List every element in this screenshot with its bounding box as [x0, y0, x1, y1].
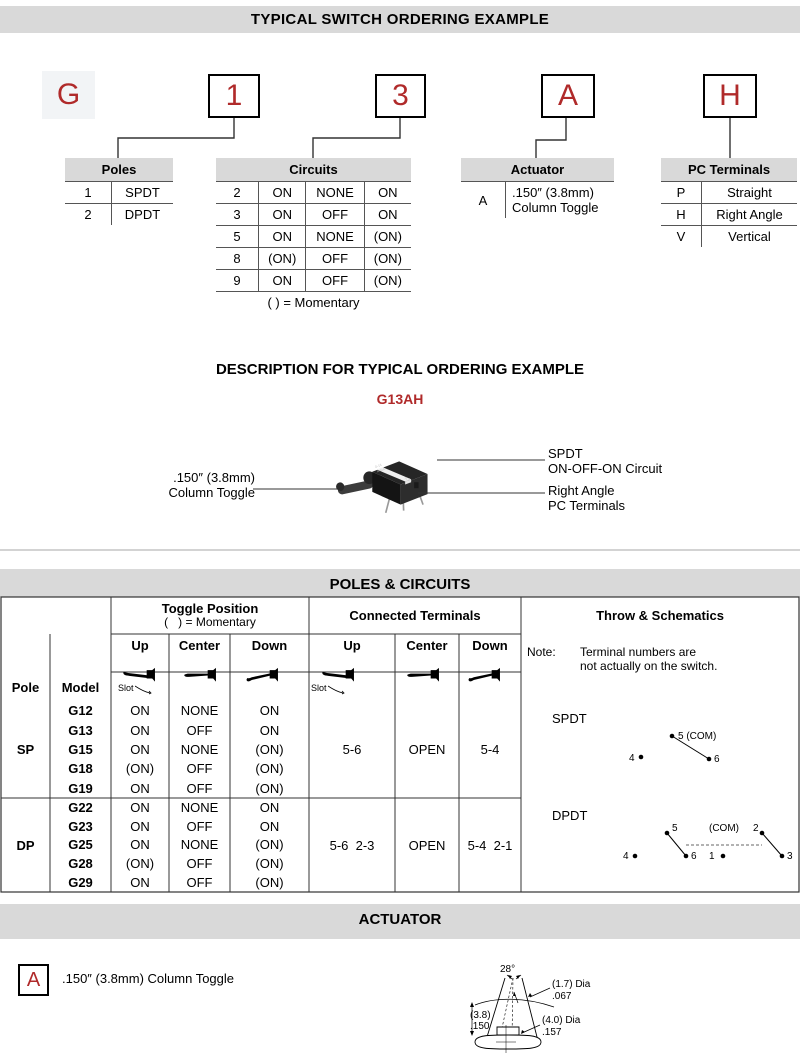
- svg-text:5: 5: [672, 823, 678, 834]
- svg-text:(4.0) Dia: (4.0) Dia: [542, 1015, 581, 1026]
- svg-text:6: 6: [691, 851, 697, 862]
- svg-text:6: 6: [714, 754, 720, 765]
- svg-text:(1.7) Dia: (1.7) Dia: [552, 979, 591, 990]
- svg-text:(COM): (COM): [709, 823, 739, 834]
- svg-text:(3.8): (3.8): [470, 1010, 491, 1021]
- svg-text:.157: .157: [542, 1027, 562, 1038]
- svg-text:.067: .067: [552, 991, 572, 1002]
- svg-text:4: 4: [623, 851, 629, 862]
- svg-text:3: 3: [787, 851, 793, 862]
- svg-text:1: 1: [709, 851, 715, 862]
- svg-text:.150: .150: [470, 1021, 490, 1032]
- svg-text:4: 4: [629, 753, 635, 764]
- svg-text:2: 2: [753, 823, 759, 834]
- svg-text:28°: 28°: [500, 964, 515, 975]
- svg-text:5 (COM): 5 (COM): [678, 731, 716, 742]
